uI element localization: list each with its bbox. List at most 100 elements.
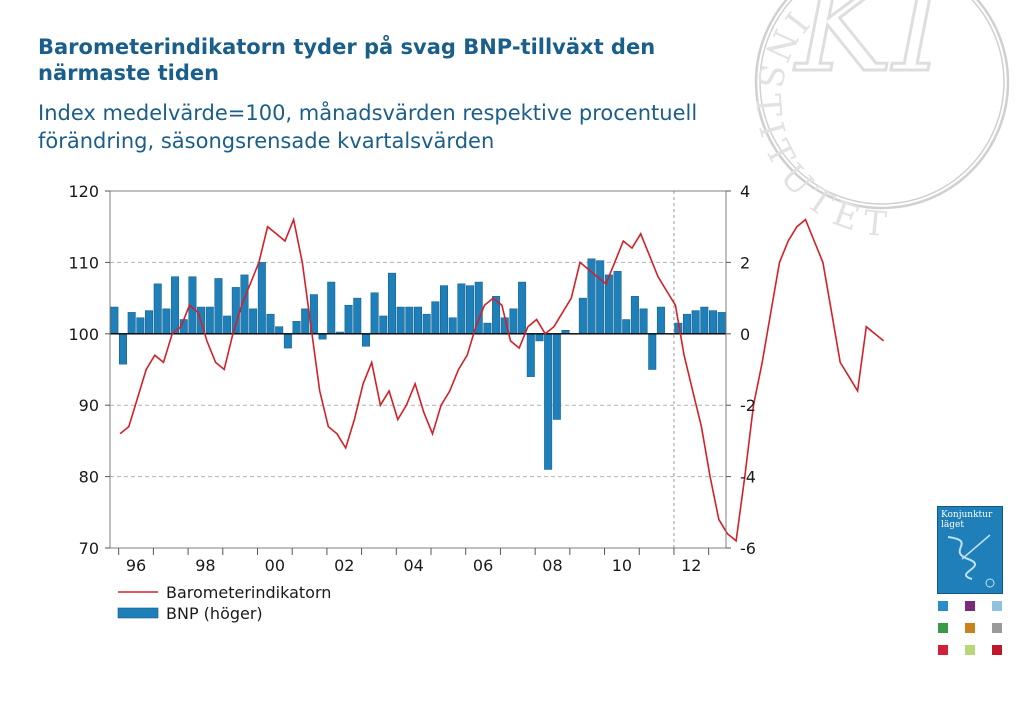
left-tick-label: 110 <box>68 253 99 272</box>
x-tick-label: 02 <box>334 556 354 575</box>
x-tick-label: 12 <box>681 556 701 575</box>
x-tick-label: 96 <box>126 556 146 575</box>
bnp-bar <box>119 333 128 365</box>
cover-swatch <box>992 645 1002 655</box>
x-tick-label: 98 <box>195 556 215 575</box>
bnp-bar <box>301 308 310 335</box>
bnp-bar <box>648 333 657 370</box>
bnp-bars <box>110 258 726 470</box>
bnp-bar <box>717 312 726 335</box>
bnp-bar <box>656 306 665 335</box>
cover-swatch <box>965 623 975 633</box>
bnp-bar <box>370 292 379 335</box>
bnp-bar <box>318 333 327 340</box>
left-tick-label: 70 <box>79 539 99 558</box>
bnp-bar <box>509 308 518 335</box>
cover-swatch <box>938 601 948 611</box>
bnp-bar <box>361 333 370 347</box>
plot-frame <box>109 190 727 549</box>
bnp-bar <box>405 306 414 335</box>
legend-label-bnp: BNP (höger) <box>166 604 263 623</box>
bnp-bar <box>544 333 553 470</box>
x-tick-label: 10 <box>612 556 632 575</box>
bnp-bar <box>327 281 336 335</box>
bnp-bar <box>249 308 258 335</box>
bnp-bar <box>448 317 457 335</box>
bnp-bar <box>153 283 162 335</box>
left-tick-label: 80 <box>79 468 99 487</box>
x-tick-label: 00 <box>265 556 285 575</box>
left-tick-label: 90 <box>79 396 99 415</box>
bnp-bar <box>422 313 431 335</box>
right-tick-label: -4 <box>740 468 756 487</box>
bnp-bar <box>708 310 717 335</box>
right-tick-label: -6 <box>740 539 756 558</box>
left-axis: 120 110 100 90 80 70 <box>68 182 110 558</box>
bnp-bar <box>214 278 223 335</box>
chart-subtitle: Index medelvärde=100, månadsvärden respe… <box>38 101 698 153</box>
legend-bar-swatch <box>117 607 159 619</box>
x-tick-label: 04 <box>403 556 423 575</box>
bnp-bar <box>379 315 388 335</box>
bnp-bar <box>466 285 475 335</box>
bnp-bar <box>526 333 535 377</box>
bnp-bar <box>552 333 561 420</box>
cover-swatch <box>965 645 975 655</box>
bnp-bar <box>700 306 709 335</box>
bnp-bar <box>283 333 292 349</box>
bnp-bar <box>440 285 449 335</box>
legend-label-barometer: Barometerindikatorn <box>166 583 331 602</box>
bnp-bar <box>110 306 119 335</box>
konjunkturlaget-cover-thumbnail: Konjunktur läget <box>937 506 1003 594</box>
right-axis: 4 2 0 -2 -4 -6 <box>726 182 756 558</box>
bnp-bar <box>257 262 266 335</box>
bnp-bar <box>431 301 440 335</box>
bnp-bar <box>622 319 631 335</box>
bnp-bar <box>145 310 154 335</box>
left-tick-label: 100 <box>68 325 99 344</box>
bnp-bar <box>682 313 691 335</box>
bnp-bar <box>596 260 605 335</box>
bnp-bar <box>691 310 700 335</box>
bnp-bar <box>171 276 180 335</box>
chart-title: Barometerindikatorn tyder på svag BNP-ti… <box>38 35 656 85</box>
seal-logo: KI <box>794 0 947 101</box>
bnp-bar <box>344 304 353 335</box>
bnp-bar <box>630 296 639 335</box>
bnp-bar <box>483 322 492 335</box>
bnp-bar <box>457 283 466 335</box>
cover-swatch <box>938 623 948 633</box>
cover-swatch <box>992 601 1002 611</box>
bnp-bar <box>518 281 527 335</box>
x-axis: 96 98 00 02 04 06 08 10 12 <box>118 548 710 575</box>
legend: Barometerindikatorn BNP (höger) <box>117 583 331 623</box>
right-tick-label: -2 <box>740 396 756 415</box>
bnp-bar <box>162 308 171 335</box>
bnp-bar <box>353 297 362 335</box>
bnp-bar <box>275 326 284 335</box>
bnp-bar <box>127 312 136 335</box>
bnp-bar <box>205 306 214 335</box>
right-tick-label: 2 <box>740 253 750 272</box>
bnp-bar <box>223 315 232 335</box>
bnp-bar <box>136 317 145 335</box>
cover-title: Konjunktur läget <box>941 510 993 530</box>
cover-swatch <box>938 645 948 655</box>
x-tick-label: 06 <box>473 556 493 575</box>
cover-swatch <box>965 601 975 611</box>
bnp-bar <box>578 297 587 335</box>
right-tick-label: 0 <box>740 325 750 344</box>
bnp-bar <box>266 313 275 335</box>
cover-swatch <box>992 623 1002 633</box>
bnp-bar <box>613 271 622 335</box>
cover-graphic-icon <box>947 534 995 588</box>
barometer-line <box>119 216 885 543</box>
bnp-bar <box>292 321 301 335</box>
bnp-bar <box>387 272 396 335</box>
right-tick-label: 4 <box>740 182 750 201</box>
bnp-bar <box>414 306 422 335</box>
bnp-bar <box>639 308 648 335</box>
bnp-bar <box>535 333 544 342</box>
left-tick-label: 120 <box>68 182 99 201</box>
